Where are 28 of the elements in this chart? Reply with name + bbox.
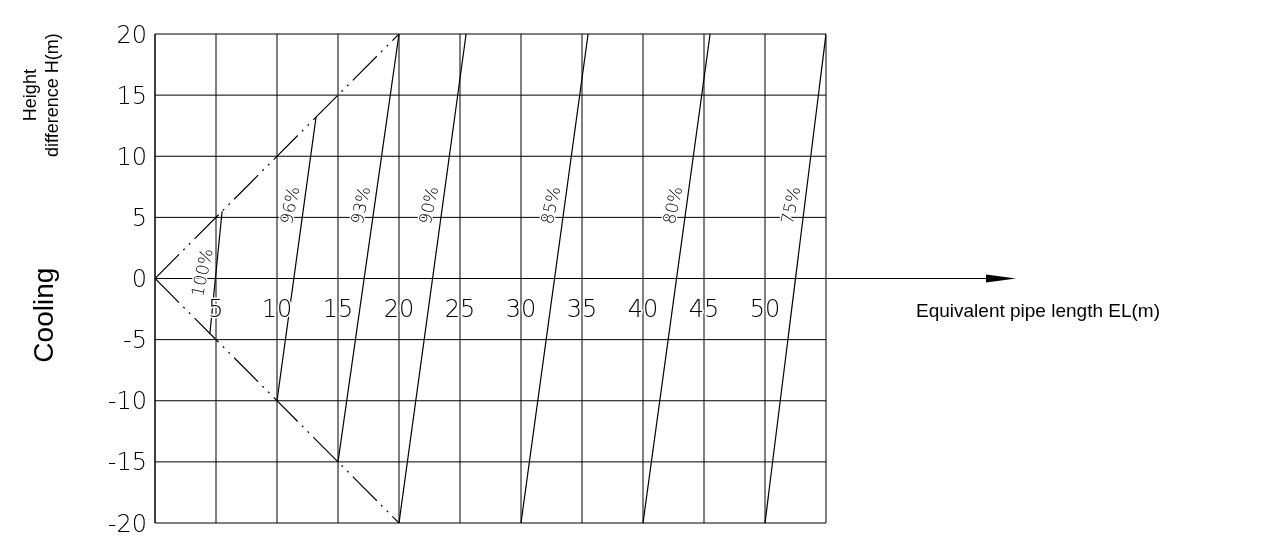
- y-tick-label: 15: [116, 81, 147, 110]
- y-tick-label: 5: [131, 203, 147, 232]
- x-axis-title: Equivalent pipe length EL(m): [916, 299, 1160, 321]
- y-tick-label: -15: [107, 448, 147, 477]
- y-tick-label: 0: [131, 265, 147, 294]
- y-tick-label: 20: [116, 20, 147, 49]
- y-axis-title: Height difference H(m): [20, 33, 62, 157]
- x-tick-label: 45: [688, 295, 720, 324]
- text: 90%: [414, 184, 443, 226]
- x-tick-label: 40: [627, 295, 659, 324]
- y-tick-label: -5: [123, 326, 147, 355]
- text: 100%: [187, 246, 217, 299]
- text: 80%: [658, 184, 687, 226]
- x-tick-label: 20: [383, 295, 415, 324]
- x-tick-label: 35: [566, 295, 598, 324]
- x-tick-label: 30: [505, 295, 537, 324]
- x-tick-label: 50: [749, 295, 781, 324]
- text: Cooling: [28, 267, 59, 363]
- text: 85%: [536, 184, 565, 226]
- text: 96%: [276, 184, 304, 226]
- y-tick-label: -20: [107, 509, 147, 538]
- y-tick-label: -10: [107, 387, 147, 416]
- x-tick-label: 10: [261, 295, 293, 324]
- x-tick-label: 25: [444, 295, 476, 324]
- y-tick-label: 10: [116, 142, 147, 171]
- x-tick-label: 15: [322, 295, 354, 324]
- text: 75%: [776, 184, 805, 226]
- text: 93%: [346, 184, 375, 226]
